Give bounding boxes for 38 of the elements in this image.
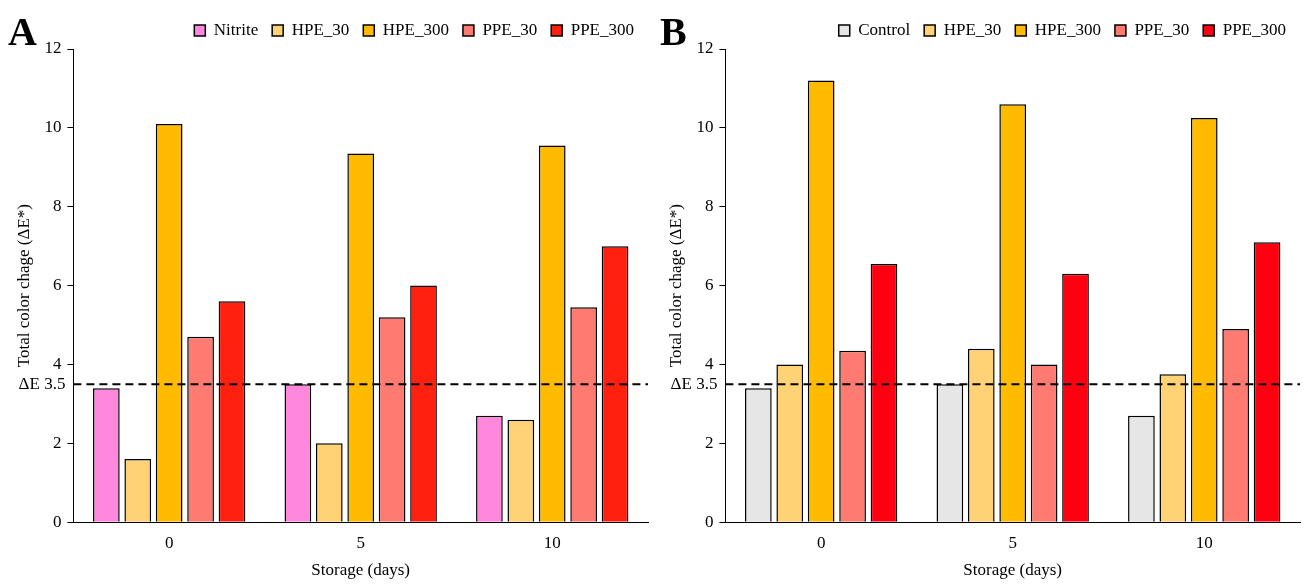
y-tick-label: 4: [704, 353, 714, 373]
ref-line-label: ΔE 3.5: [670, 373, 718, 393]
legend-label: PPE_300: [1222, 19, 1286, 39]
legend-label: Control: [858, 19, 911, 39]
chart-title: B: [660, 8, 687, 55]
legend-label: HPE_30: [291, 19, 350, 39]
x-tick-label: 5: [356, 532, 365, 552]
y-tick-label: 8: [52, 196, 62, 216]
y-tick-label: 0: [52, 511, 62, 531]
x-tick-label: 5: [1008, 532, 1017, 552]
y-tick-label: 2: [52, 432, 62, 452]
y-tick-label: 8: [704, 196, 714, 216]
x-axis-title: Storage (days): [311, 560, 411, 580]
y-tick-label: 6: [704, 275, 714, 295]
y-tick-label: 4: [52, 353, 62, 373]
y-tick-label: 12: [696, 38, 714, 58]
y-tick-label: 2: [704, 432, 714, 452]
x-tick-label: 0: [164, 532, 174, 552]
legend-label: PPE_300: [570, 19, 634, 39]
x-axis-title: Storage (days): [963, 560, 1063, 580]
x-tick-label: 10: [543, 532, 561, 552]
y-tick-label: 10: [696, 117, 714, 137]
y-axis-title: Total color chage (ΔE*): [665, 204, 685, 368]
y-tick-label: 6: [52, 275, 62, 295]
legend-label: HPE_300: [382, 19, 449, 39]
legend-label: Nitrite: [213, 19, 259, 39]
x-tick-label: 0: [816, 532, 826, 552]
legend-label: HPE_30: [943, 19, 1002, 39]
y-tick-label: 12: [44, 38, 62, 58]
ref-line-label: ΔE 3.5: [18, 373, 66, 393]
y-tick-label: 0: [704, 511, 714, 531]
y-axis-title: Total color chage (ΔE*): [13, 204, 33, 368]
y-tick-label: 10: [44, 117, 62, 137]
x-tick-label: 10: [1195, 532, 1213, 552]
legend-label: HPE_300: [1034, 19, 1101, 39]
chart-title: A: [8, 8, 37, 55]
legend-label: PPE_30: [482, 19, 538, 39]
legend-label: PPE_30: [1134, 19, 1190, 39]
